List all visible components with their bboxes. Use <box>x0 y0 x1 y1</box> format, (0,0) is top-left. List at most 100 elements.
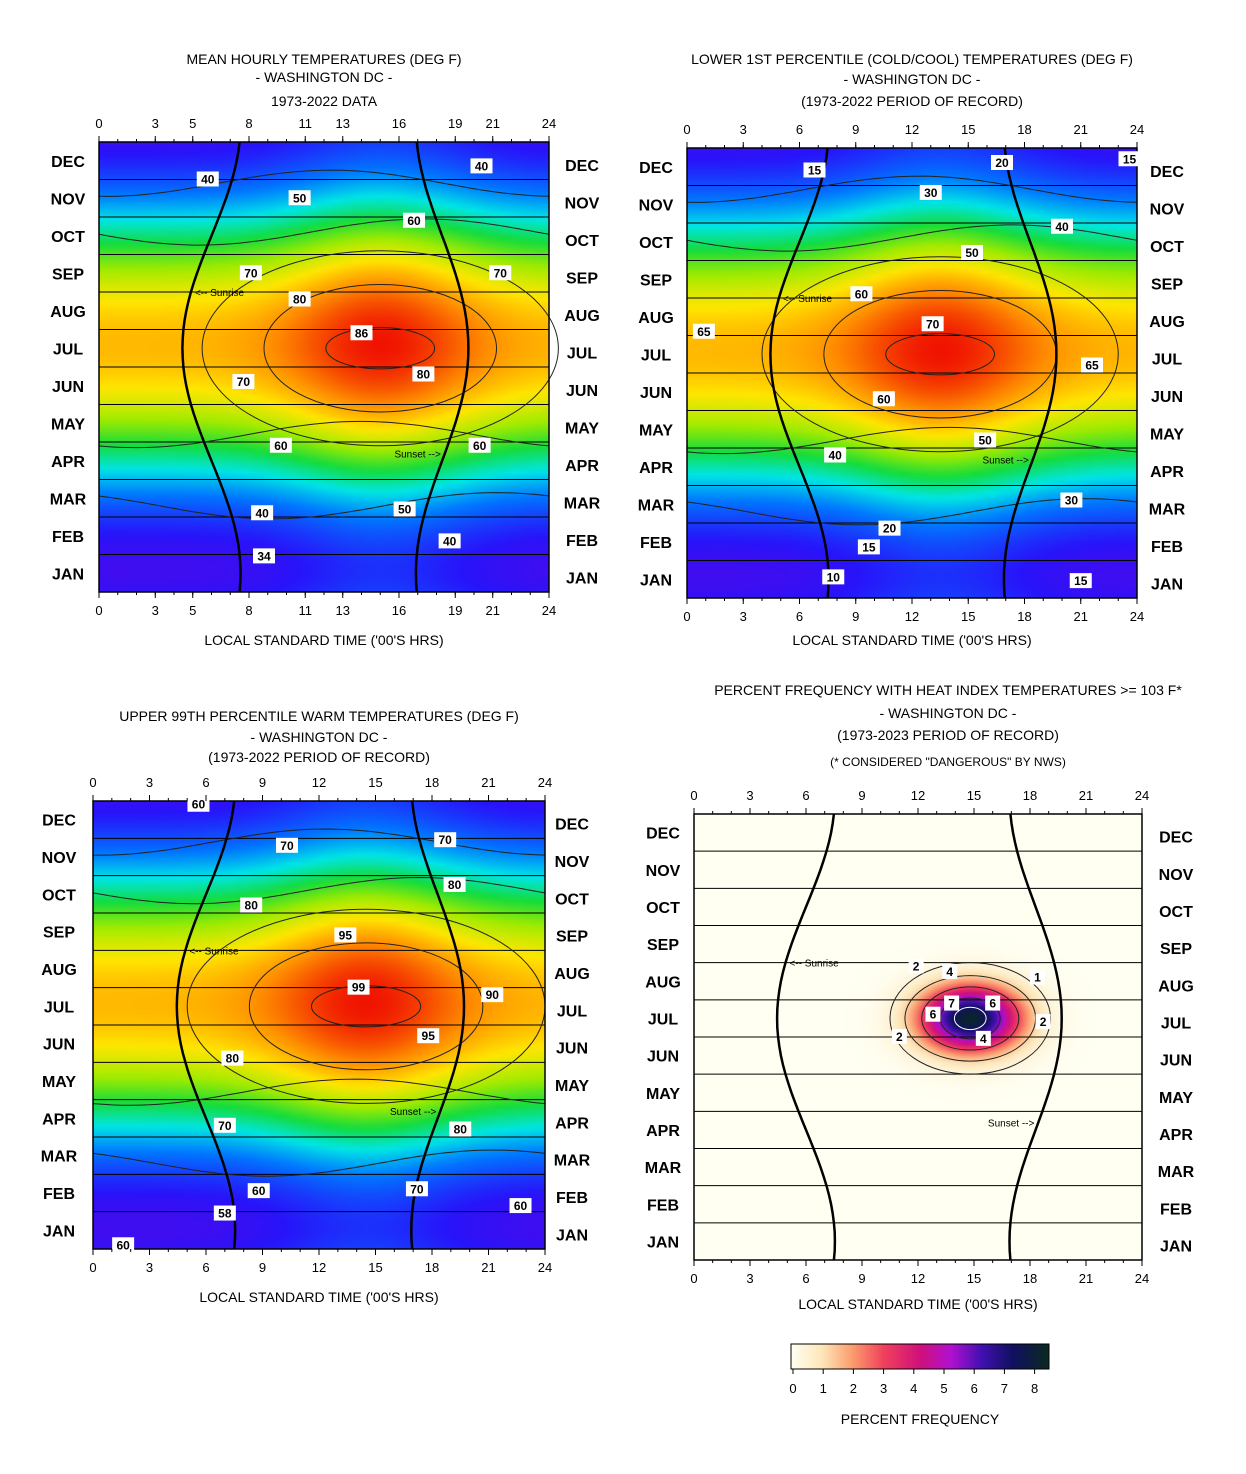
month-label-right: JUN <box>1160 1053 1192 1070</box>
contour-label-bg <box>1069 573 1092 589</box>
x-tick-label-bottom: 18 <box>425 1260 439 1275</box>
month-label-left: APR <box>646 1123 680 1140</box>
contour-label: 86 <box>355 326 369 340</box>
month-label-right: APR <box>1159 1127 1193 1144</box>
x-tick-label-bottom: 21 <box>481 1260 495 1275</box>
panel-3: UPPER 99TH PERCENTILE WARM TEMPERATURES … <box>41 708 591 1305</box>
contour-label: 4 <box>946 965 953 979</box>
contour-label-bg <box>921 316 944 332</box>
x-tick-label-top: 5 <box>189 116 196 131</box>
contour-label: 60 <box>274 439 288 453</box>
month-label-right: FEB <box>566 533 598 550</box>
x-tick-label-top: 0 <box>690 788 697 803</box>
month-label-left: MAR <box>645 1160 682 1177</box>
contour-label-bg <box>803 162 826 178</box>
x-tick-label-top: 9 <box>858 788 865 803</box>
contour-label: 15 <box>862 540 876 554</box>
month-label-left: APR <box>51 454 85 471</box>
month-label-right: APR <box>565 458 599 475</box>
month-label-left: JUL <box>44 999 74 1016</box>
month-label-right: JUN <box>556 1041 588 1058</box>
x-tick-label-bottom: 15 <box>967 1271 981 1286</box>
month-label-right: OCT <box>555 891 589 908</box>
x-tick-label-top: 9 <box>852 122 859 137</box>
sunset-curve <box>410 800 466 1250</box>
contour-label-bg <box>239 265 262 281</box>
x-tick-label-top: 6 <box>202 775 209 790</box>
month-label-right: JUL <box>567 345 597 362</box>
x-axis-label: LOCAL STANDARD TIME ('00'S HRS) <box>792 632 1031 648</box>
contour-label: 60 <box>407 214 421 228</box>
sunset-label: Sunset --> <box>988 1118 1035 1129</box>
colorbar-tick-label: 1 <box>820 1381 827 1396</box>
contour-label-bg <box>347 979 370 995</box>
contour-label: 1 <box>1034 971 1041 985</box>
contour-label: 50 <box>398 503 412 517</box>
contour-label: 70 <box>410 1182 424 1196</box>
x-tick-label-bottom: 16 <box>392 603 406 618</box>
contour-label: 60 <box>252 1184 266 1198</box>
month-label-right: NOV <box>565 195 600 212</box>
x-tick-label-top: 15 <box>967 788 981 803</box>
month-label-left: JUN <box>52 379 84 396</box>
month-label-left: JAN <box>43 1223 75 1240</box>
contour-label: 80 <box>245 899 259 913</box>
contour-label: 40 <box>201 173 215 187</box>
x-tick-label-bottom: 9 <box>852 609 859 624</box>
month-label-right: JUL <box>557 1003 587 1020</box>
contour-label-bg <box>919 185 942 200</box>
x-tick-label-top: 3 <box>740 122 747 137</box>
month-label-left: NOV <box>51 191 86 208</box>
month-label-right: MAY <box>565 420 599 437</box>
month-label-left: FEB <box>43 1186 75 1203</box>
month-label-right: DEC <box>565 158 599 175</box>
x-tick-label-top: 3 <box>152 116 159 131</box>
month-label-right: MAY <box>1159 1090 1193 1107</box>
contour-label: 10 <box>827 570 841 584</box>
x-tick-label-top: 0 <box>683 122 690 137</box>
contour-label: 2 <box>1040 1015 1047 1029</box>
contour-line <box>686 426 1138 455</box>
contour-line <box>92 876 546 905</box>
month-label-left: SEP <box>640 272 672 289</box>
month-label-left: OCT <box>639 235 673 252</box>
month-label-left: OCT <box>646 900 680 917</box>
month-label-right: MAY <box>1150 426 1184 443</box>
x-tick-label-top: 21 <box>486 116 500 131</box>
sunset-curve <box>1008 813 1063 1261</box>
x-tick-label-top: 12 <box>905 122 919 137</box>
month-label-left: DEC <box>639 160 673 177</box>
contour-line <box>98 492 550 520</box>
month-label-left: DEC <box>51 154 85 171</box>
chart-title-line-1: UPPER 99TH PERCENTILE WARM TEMPERATURES … <box>119 708 519 724</box>
contour-label: 70 <box>237 375 251 389</box>
month-label-left: OCT <box>42 887 76 904</box>
month-label-left: AUG <box>50 304 86 321</box>
x-tick-label-bottom: 6 <box>802 1271 809 1286</box>
chart-title-line-2: - WASHINGTON DC - <box>844 71 981 87</box>
contour-line <box>761 256 1119 453</box>
x-tick-label-top: 6 <box>796 122 803 137</box>
month-label-left: AUG <box>645 974 681 991</box>
contour-label: 70 <box>494 266 508 280</box>
colorbar-tick-label: 3 <box>880 1381 887 1396</box>
month-label-right: JAN <box>1160 1238 1192 1255</box>
x-tick-label-top: 12 <box>911 788 925 803</box>
contour-label-bg <box>975 1030 991 1046</box>
month-label-left: MAY <box>646 1086 680 1103</box>
month-label-right: JAN <box>556 1227 588 1244</box>
contour-label-bg <box>1051 218 1073 234</box>
month-label-right: FEB <box>556 1190 588 1207</box>
month-label-left: OCT <box>51 229 85 246</box>
month-label-left: JAN <box>52 566 84 583</box>
x-tick-label-bottom: 24 <box>1130 609 1144 624</box>
month-label-left: JUL <box>53 341 83 358</box>
contour-label: 70 <box>926 317 940 331</box>
month-label-right: SEP <box>1151 276 1183 293</box>
contour-line <box>686 175 1138 203</box>
contour-label-bg <box>470 158 493 174</box>
contour-label-bg <box>112 1237 135 1253</box>
sunrise-curve <box>775 813 837 1261</box>
contour-label-bg <box>412 366 435 382</box>
contour-label-bg <box>985 995 1001 1011</box>
